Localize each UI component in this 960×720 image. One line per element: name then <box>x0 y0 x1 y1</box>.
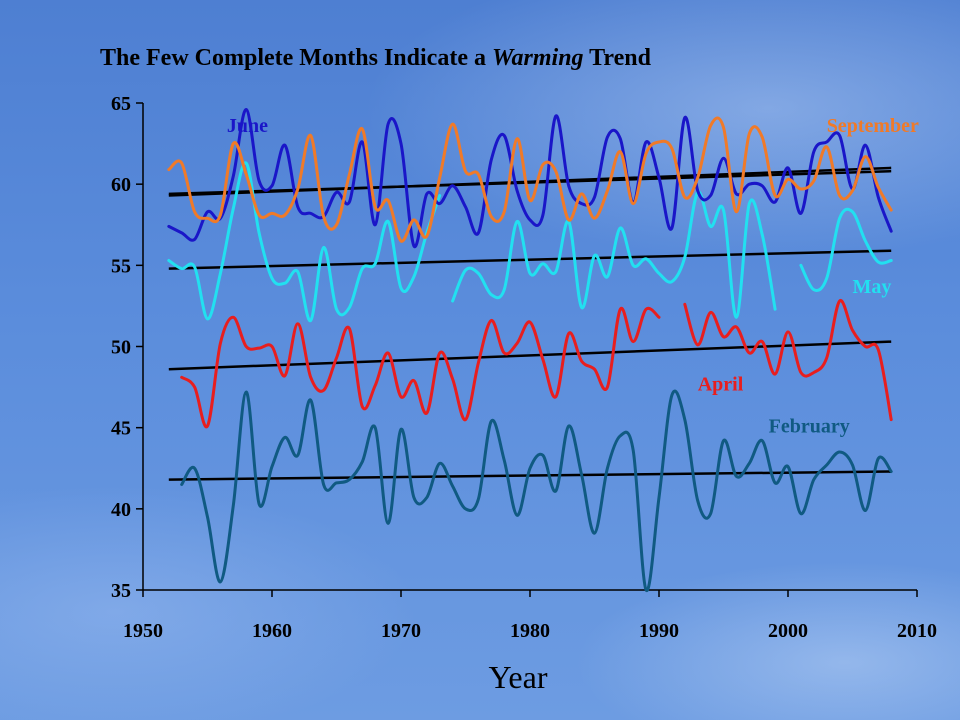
series-label: April <box>698 373 744 395</box>
series-line <box>180 306 661 429</box>
series-line <box>167 161 442 323</box>
series-lines <box>167 107 893 592</box>
y-tick-label: 50 <box>111 337 131 359</box>
series-line <box>180 389 893 592</box>
series-line <box>451 190 777 319</box>
trendline <box>168 249 892 270</box>
y-tick-label: 55 <box>111 255 131 277</box>
x-tick-label: 1960 <box>252 620 292 642</box>
y-tick-label: 60 <box>111 174 131 196</box>
series-line <box>167 116 893 243</box>
x-tick-label: 2000 <box>768 620 808 642</box>
axes: 35 40 45 50 55 60 65 1950 1960 1970 1980 1990 2000 20… <box>111 93 937 642</box>
series-line <box>683 299 893 422</box>
x-tick-label: 1980 <box>510 620 550 642</box>
x-tick-label: 2010 <box>897 620 937 642</box>
x-tick-label: 1990 <box>639 620 679 642</box>
series-label: February <box>769 416 850 438</box>
y-tick-label: 45 <box>111 418 131 440</box>
chart-title: The Few Complete Months Indicate a Warmi… <box>100 45 652 71</box>
y-tick-label: 65 <box>111 93 131 115</box>
series-label: June <box>227 115 268 137</box>
series-label: September <box>827 115 919 137</box>
x-tick-label: 1950 <box>123 620 163 642</box>
series-labels: June September May April February <box>227 115 919 437</box>
series-line <box>167 107 893 249</box>
x-tick-label: 1970 <box>381 620 421 642</box>
y-tick-label: 35 <box>111 580 131 602</box>
y-tick-label: 40 <box>111 499 131 521</box>
x-axis-label: Year <box>489 659 548 695</box>
series-label: May <box>853 276 892 298</box>
series-line <box>799 207 893 292</box>
